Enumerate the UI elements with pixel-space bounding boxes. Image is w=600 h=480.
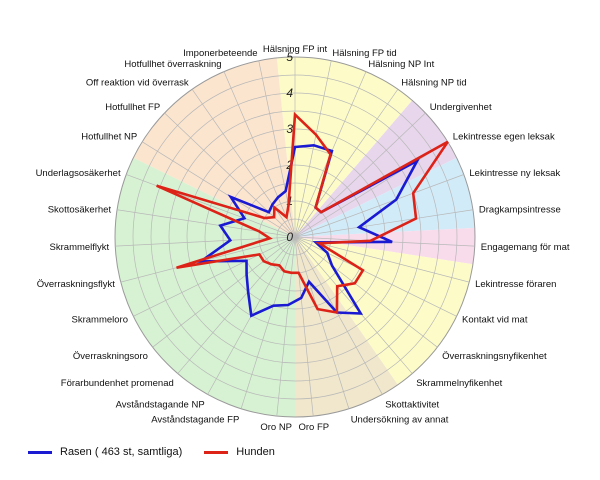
spoke-15 [294, 236, 314, 417]
tick-label: 4 [286, 86, 293, 100]
spoke-25 [126, 174, 296, 238]
axis-label: Hotfullhet FP [105, 102, 160, 113]
axis-label: Lekintresse ny leksak [469, 168, 560, 179]
legend-item-breed: Rasen ( 463 st, samtliga) [28, 446, 182, 458]
spoke-12 [294, 236, 413, 374]
axis-label: Hälsning NP Int [368, 59, 434, 70]
spoke-1 [294, 60, 332, 238]
axis-label: Skottosäkerhet [48, 204, 112, 215]
sector-5 [295, 237, 398, 417]
axis-label: Oro FP [298, 422, 329, 433]
axis-label: Hälsning NP tid [401, 77, 466, 88]
spoke-9 [294, 236, 470, 283]
spoke-21 [133, 236, 296, 317]
spoke-4 [294, 112, 426, 238]
sector-0 [276, 57, 413, 238]
axis-label: Undergivenhet [430, 102, 492, 113]
axis-label: Underlagsosäkerhet [36, 168, 121, 179]
legend-item-dog: Hunden [204, 446, 275, 458]
axis-label: Hälsning FP int [263, 44, 328, 55]
axis-label: Överraskningsnyfikenhet [442, 351, 547, 362]
axis-label: Skrammelflykt [50, 242, 110, 253]
spoke-19 [177, 236, 296, 374]
axis-label: Överraskningsflykt [37, 279, 115, 290]
series-line-1 [156, 111, 449, 315]
axis-label: Avståndstagande FP [151, 415, 239, 426]
axis-label: Förarbundenhet promenad [61, 378, 174, 389]
series-lines [156, 111, 449, 318]
legend-swatch-breed [28, 450, 52, 454]
spoke-14 [294, 236, 350, 409]
tick-label: 2 [285, 158, 293, 172]
axis-label: Skottaktivitet [385, 400, 439, 411]
legend-label-breed: Rasen ( 463 st, samtliga) [60, 446, 183, 458]
tick-label: 3 [286, 122, 293, 136]
sector-6 [114, 157, 296, 417]
series-line-0 [196, 143, 421, 318]
tick-label: 5 [286, 50, 293, 64]
axis-label: Engagemang för mat [481, 242, 570, 253]
axis-label: Imponerbeteende [183, 48, 257, 59]
axis-label: Hotfullhet överraskning [124, 59, 221, 70]
axis-label: Lekintresse egen leksak [453, 132, 555, 143]
spoke-28 [191, 89, 296, 238]
axis-label: Dragkampsintresse [479, 204, 561, 215]
axis-label: Undersökning av annat [351, 415, 449, 426]
spoke-29 [223, 71, 296, 238]
sector-2 [295, 157, 475, 237]
axis-label: Skrammeloro [72, 314, 129, 325]
sector-4 [295, 237, 473, 385]
axis-label: Överraskningsoro [73, 351, 148, 362]
axis-label: Hotfullhet NP [81, 132, 137, 143]
spoke-22 [120, 236, 296, 283]
spoke-17 [240, 236, 296, 409]
axis-label: Lekintresse föraren [475, 279, 556, 290]
spoke-6 [294, 174, 464, 238]
spoke-5 [294, 141, 448, 238]
legend-swatch-dog [204, 450, 229, 454]
spoke-24 [117, 209, 296, 238]
spoke-13 [294, 236, 383, 395]
axis-label: Kontakt vid mat [462, 314, 528, 325]
axis-label: Off reaktion vid överrask [86, 77, 189, 88]
spoke-20 [152, 236, 296, 348]
sector-7 [133, 57, 295, 237]
sector-3 [295, 227, 475, 265]
axis-label: Avståndstagande NP [116, 400, 205, 411]
axis-label: Hälsning FP tid [332, 48, 396, 59]
legend-label-dog: Hunden [236, 446, 275, 458]
spoke-7 [294, 209, 473, 238]
spoke-3 [294, 89, 399, 238]
spoke-26 [142, 141, 296, 238]
tick-label-zero: 0 [286, 230, 293, 244]
spoke-16 [276, 236, 296, 417]
axis-label: Oro NP [260, 422, 292, 433]
spoke-10 [294, 236, 457, 317]
legend: Rasen ( 463 st, samtliga) Hunden [28, 446, 297, 458]
spoke-11 [294, 236, 438, 348]
axis-label: Skrammelnyfikenhet [416, 378, 502, 389]
